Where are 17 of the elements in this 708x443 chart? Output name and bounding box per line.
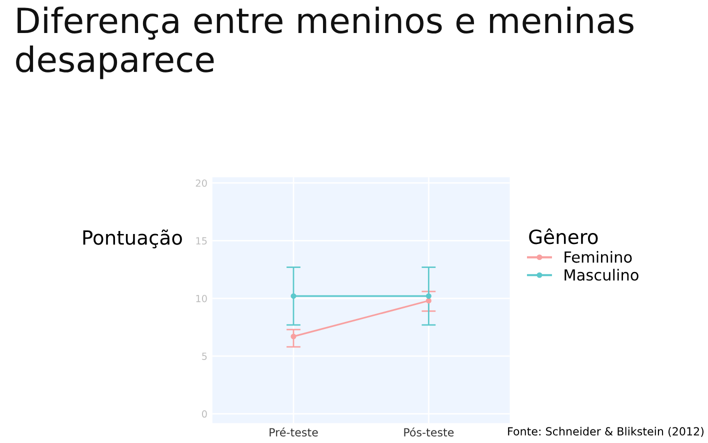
x-tick-label: Pós-teste [404, 427, 454, 437]
y-tick-label: 5 [202, 352, 207, 360]
point [290, 334, 296, 340]
legend-label: Feminino [564, 251, 632, 263]
y-axis-title: Pontuação [83, 230, 182, 248]
y-tick-label: 10 [196, 294, 207, 302]
legend-label: Masculino [564, 268, 638, 281]
y-tick-label: 15 [196, 237, 207, 245]
source-note: Fonte: Schneider & Blikstein (2012) [508, 426, 704, 437]
y-tick-label: 0 [202, 410, 207, 418]
y-tick-label: 20 [196, 179, 207, 187]
x-tick-label: Pré-teste [270, 427, 318, 437]
chart-title: Diferença entre meninos e meninas desaparece [16, 6, 634, 80]
point [290, 293, 296, 299]
point [426, 293, 432, 299]
legend-title: Gênero [529, 228, 598, 244]
point [426, 298, 432, 304]
